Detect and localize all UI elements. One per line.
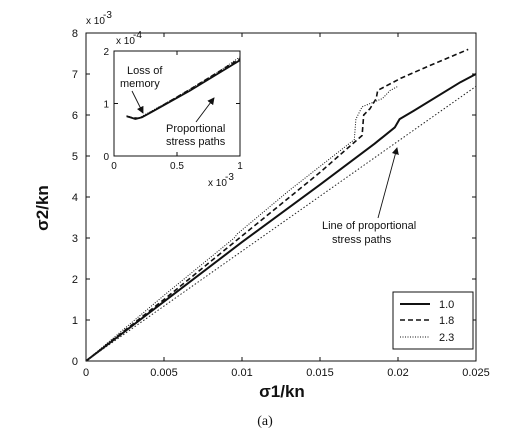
figure-caption: (a) <box>257 414 273 429</box>
main-x-tick-label-2: 0.01 <box>231 367 252 379</box>
legend-box <box>392 291 474 350</box>
main-y-tick-label-1: 1 <box>72 315 78 327</box>
main-x-tick-label-3: 0.015 <box>306 367 334 379</box>
main-series-2-3 <box>85 85 399 362</box>
inset-series-2-3 <box>126 56 241 119</box>
main-series-group <box>85 48 477 362</box>
inset-y-tick-label-1: 1 <box>103 100 109 111</box>
main-tick-group: 0 0.005 0.01 0.015 0.02 0.025 0 1 2 3 4 5 6 7 8 <box>72 28 490 379</box>
main-y-exponent: -3 <box>103 10 112 21</box>
main-y-label: σ2/kn <box>33 185 52 231</box>
main-y-tick-label-7: 7 <box>72 69 78 81</box>
inset-annotation-proportional-line1: Proportional <box>166 123 225 135</box>
main-y-tick-label-3: 3 <box>72 233 78 245</box>
main-y-tick-label-5: 5 <box>72 151 78 163</box>
main-y-tick-label-6: 6 <box>72 110 78 122</box>
inset-tick-group: 0 0.5 1 0 1 2 <box>103 47 243 172</box>
main-y-tick-label-0: 0 <box>72 356 78 368</box>
legend-label-2-3: 2.3 <box>439 332 454 344</box>
inset-y-multiplier: x 10 <box>116 36 135 47</box>
inset-x-tick-label-0: 0 <box>111 161 117 172</box>
x-axis-label: σ1/kn <box>259 382 305 401</box>
inset-x-exponent: -3 <box>225 172 234 183</box>
main-y-tick-label-8: 8 <box>72 28 78 40</box>
inset-annotation-memory-line1: Loss of <box>127 65 163 77</box>
inset-x-tick-label-2: 1 <box>237 161 243 172</box>
main-annotation-line1: Line of proportional <box>322 220 416 232</box>
inset-x-tick-label-1: 0.5 <box>170 161 184 172</box>
inset-y-exponent: -4 <box>133 30 142 41</box>
main-x-tick-label-1: 0.005 <box>150 367 178 379</box>
inset-annotation-proportional-arrow <box>195 97 215 123</box>
legend-label-1-0: 1.0 <box>439 299 454 311</box>
inset-series-group <box>126 56 241 120</box>
main-annotation-arrow <box>377 147 399 219</box>
main-x-tick-label-5: 0.025 <box>462 367 490 379</box>
inset-x-multiplier: x 10 <box>208 178 227 189</box>
inset-y-tick-label-2: 2 <box>103 47 109 58</box>
y-axis-label: σ2/kn <box>33 185 52 231</box>
main-x-tick-label-4: 0.02 <box>387 367 408 379</box>
main-y-tick-label-4: 4 <box>72 192 78 204</box>
inset-annotation-memory-line2: memory <box>120 78 160 90</box>
legend-label-1-8: 1.8 <box>439 315 454 327</box>
legend: 1.0 1.8 2.3 <box>392 291 474 350</box>
main-series-1-0 <box>85 73 477 362</box>
main-y-multiplier: x 10 <box>86 16 105 27</box>
main-x-tick-label-0: 0 <box>83 367 89 379</box>
inset-y-tick-label-0: 0 <box>103 152 109 163</box>
inset-annotation-memory-arrow <box>131 90 144 114</box>
main-y-tick-label-2: 2 <box>72 274 78 286</box>
main-annotation-line2: stress paths <box>332 234 392 246</box>
main-series-proportional <box>85 85 477 362</box>
inset-annotation-proportional-line2: stress paths <box>166 136 226 148</box>
